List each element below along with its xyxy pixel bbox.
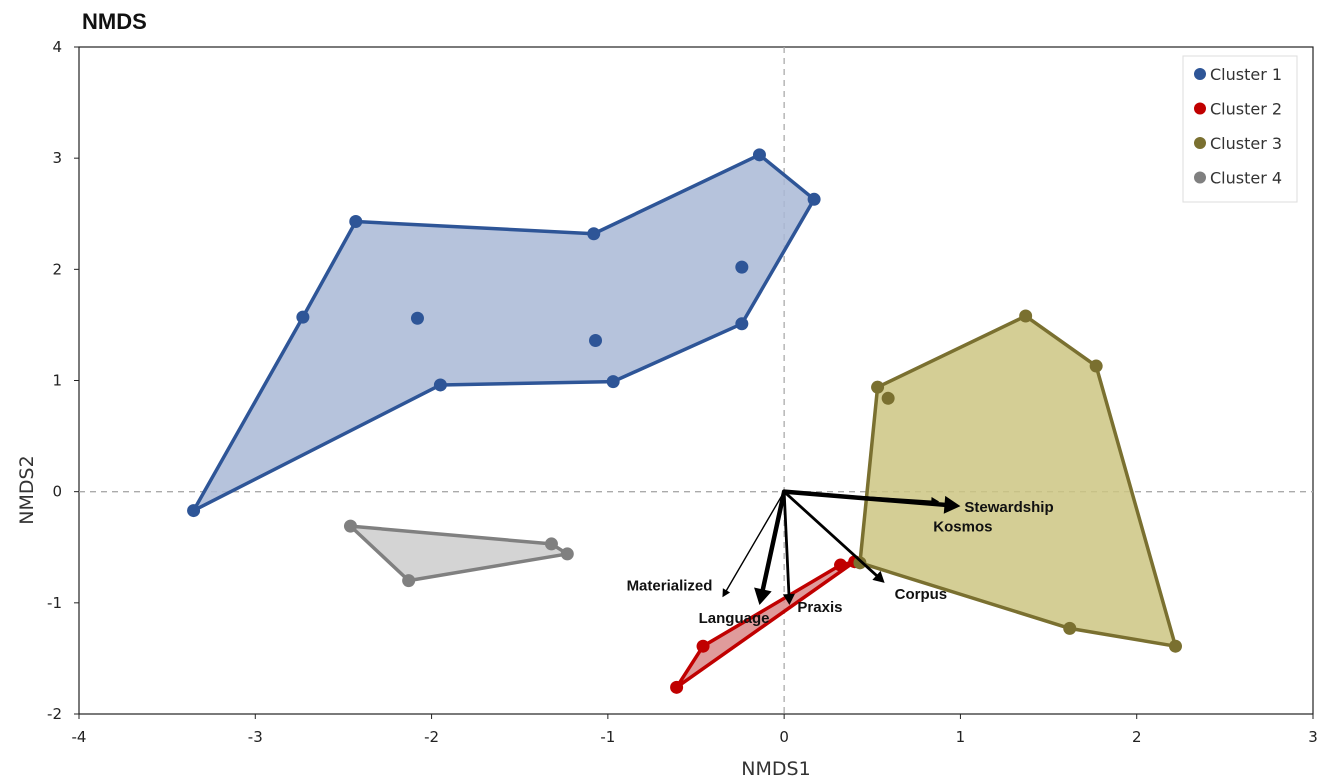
x-tick-label: -2 [424,728,439,746]
cluster-1-point [735,260,749,274]
vector-praxis-shaft [782,490,791,596]
x-tick-label: -1 [600,728,615,746]
legend-label-cluster-3: Cluster 3 [1210,134,1282,153]
cluster-1-point [296,310,310,324]
cluster-4-point [343,519,357,533]
legend-marker-cluster-1 [1194,68,1206,80]
vector-label-materialized: Materialized [627,577,713,594]
x-tick-label: -4 [72,728,87,746]
cluster-3-point [853,556,867,570]
y-tick-label: 0 [52,483,62,501]
cluster-1-point [752,148,766,162]
cluster-hulls [191,153,1178,690]
cluster-1-point [187,504,201,518]
cluster-1-point [807,192,821,206]
y-tick-label: -1 [47,594,62,612]
legend-marker-cluster-3 [1194,137,1206,149]
vector-label-language: Language [699,610,770,627]
cluster-1-point [606,375,620,389]
vector-kosmos-arrowhead [931,497,940,506]
y-tick-label: 1 [52,372,62,390]
cluster-4-point [560,547,574,561]
cluster-3-point [1089,359,1103,373]
data-points [187,148,1182,694]
y-axis-ticks: -2 -1 0 1 2 3 4 [47,38,79,723]
cluster-4-point [544,537,558,551]
chart-title: NMDS [82,9,147,34]
cluster-1-hull [191,153,816,513]
vector-materialized-arrowhead [722,588,731,598]
env-vectors: Stewardship Kosmos Materialized Language Pra… [627,489,1054,627]
cluster-3-point [871,380,885,394]
y-tick-label: -2 [47,705,62,723]
vector-language-shaft [760,489,787,592]
vector-corpus-shaft [782,490,878,577]
vector-label-praxis: Praxis [797,599,842,616]
legend-marker-cluster-4 [1194,171,1206,184]
cluster-1-point [587,227,601,241]
vector-materialized-shaft [725,490,785,592]
vector-label-kosmos: Kosmos [933,519,992,536]
y-tick-label: 2 [52,260,62,278]
cluster-1-point [349,215,363,229]
cluster-1-point [589,333,603,347]
legend: Cluster 1 Cluster 2 Cluster 3 Cluster 4 [1182,55,1298,203]
cluster-3-point [1168,639,1182,653]
x-tick-label: 0 [779,728,789,746]
vector-label-stewardship: Stewardship [964,499,1053,516]
cluster-2-point [670,680,684,694]
vector-kosmos-shaft [783,490,932,502]
y-axis-title: NMDS2 [16,455,38,524]
legend-label-cluster-1: Cluster 1 [1210,65,1282,84]
legend-label-cluster-2: Cluster 2 [1210,100,1282,119]
x-tick-label: 2 [1132,728,1142,746]
x-tick-label: 3 [1308,728,1318,746]
vector-corpus-arrowhead [872,570,885,583]
cluster-1-point [433,378,447,392]
y-tick-label: 4 [52,38,62,56]
vector-language-arrowhead [754,587,772,606]
vector-praxis-arrowhead [782,593,795,606]
x-tick-label: -3 [248,728,263,746]
y-tick-label: 3 [52,149,62,167]
cluster-1-point [735,317,749,331]
x-axis-ticks: -4 -3 -2 -1 0 1 2 3 [72,714,1318,746]
cluster-1-point [410,311,424,325]
cluster-3-point [1019,309,1033,323]
cluster-4-point [402,574,416,588]
cluster-2-point [834,558,848,572]
legend-marker-cluster-2 [1194,102,1206,115]
cluster-3-point [881,391,895,405]
legend-label-cluster-4: Cluster 4 [1210,169,1282,188]
vector-label-corpus: Corpus [895,586,948,603]
cluster-3-point [1063,621,1077,635]
x-axis-title: NMDS1 [741,758,810,780]
x-tick-label: 1 [956,728,966,746]
cluster-2-point [696,639,710,653]
vector-stewardship-arrowhead [943,495,961,514]
